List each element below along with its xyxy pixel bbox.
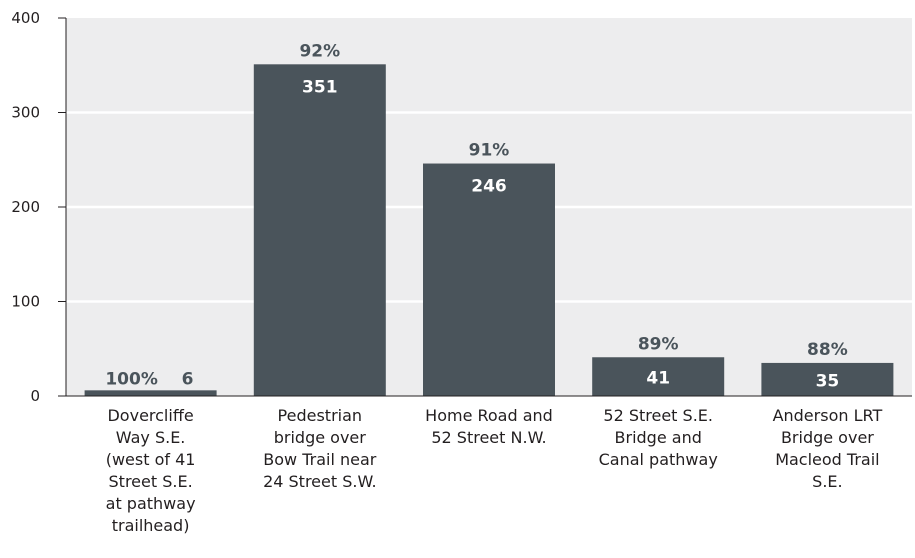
x-category-label: Pedestrian bridge over Bow Trail near 24 St… bbox=[263, 406, 377, 491]
x-category-label-line: Macleod Trail bbox=[775, 450, 879, 469]
value-label: 35 bbox=[816, 371, 840, 391]
percent-label: 100% bbox=[105, 369, 158, 389]
y-tick-label: 300 bbox=[11, 104, 40, 122]
x-category-label-line: Anderson LRT bbox=[773, 406, 883, 425]
x-category-label-line: Way S.E. bbox=[116, 428, 186, 447]
x-category-label-line: Bridge over bbox=[781, 428, 874, 447]
percent-label: 91% bbox=[469, 141, 510, 161]
x-category-label-line: S.E. bbox=[812, 472, 842, 491]
x-category-label-line: Bow Trail near bbox=[263, 450, 377, 469]
y-tick-label: 400 bbox=[11, 9, 40, 27]
y-tick-label: 100 bbox=[11, 293, 40, 311]
x-category-label: Anderson LRT Bridge over Macleod Trail S.E. bbox=[773, 406, 883, 491]
x-category-label-line: 24 Street S.W. bbox=[263, 472, 376, 491]
x-category-label-line: Home Road and bbox=[425, 406, 553, 425]
x-category-label-line: 52 Street S.E. bbox=[603, 406, 713, 425]
x-category-label: Home Road and 52 Street N.W. bbox=[425, 406, 553, 447]
value-label: 351 bbox=[302, 77, 338, 97]
value-label: 41 bbox=[646, 369, 670, 389]
x-category-label-line: trailhead) bbox=[112, 516, 190, 535]
x-category-label-line: 52 Street N.W. bbox=[431, 428, 546, 447]
x-category-label-line: Bridge and bbox=[615, 428, 702, 447]
x-axis-labels: Dovercliffe Way S.E. (west of 41 Street S.E… bbox=[106, 406, 883, 535]
x-category-label-line: at pathway bbox=[106, 494, 196, 513]
bar bbox=[84, 390, 217, 396]
x-category-label-line: Street S.E. bbox=[109, 472, 193, 491]
bar-labels: 100% 6 92% 351 91% 246 89% 41 88% 35 bbox=[105, 41, 847, 391]
x-category-label-line: bridge over bbox=[274, 428, 367, 447]
bar bbox=[253, 64, 386, 397]
x-category-label-line: (west of 41 bbox=[106, 450, 196, 469]
bar bbox=[592, 357, 725, 396]
y-tick-label: 200 bbox=[11, 198, 40, 216]
percent-label: 92% bbox=[299, 41, 340, 61]
value-label: 6 bbox=[182, 369, 194, 389]
bars bbox=[84, 64, 894, 397]
x-category-label-line: Pedestrian bbox=[278, 406, 363, 425]
x-category-label: Dovercliffe Way S.E. (west of 41 Street S.E… bbox=[106, 406, 196, 535]
percent-label: 89% bbox=[638, 334, 679, 354]
percent-label: 88% bbox=[807, 340, 848, 360]
value-label: 246 bbox=[471, 177, 507, 197]
bar bbox=[761, 362, 894, 396]
x-category-label-line: Dovercliffe bbox=[107, 406, 193, 425]
y-tick-label: 0 bbox=[30, 387, 40, 405]
bar bbox=[423, 163, 555, 396]
x-category-label-line: Canal pathway bbox=[599, 450, 718, 469]
y-axis: 0 100 200 300 400 bbox=[11, 9, 912, 405]
x-category-label: 52 Street S.E. Bridge and Canal pathway bbox=[599, 406, 718, 469]
